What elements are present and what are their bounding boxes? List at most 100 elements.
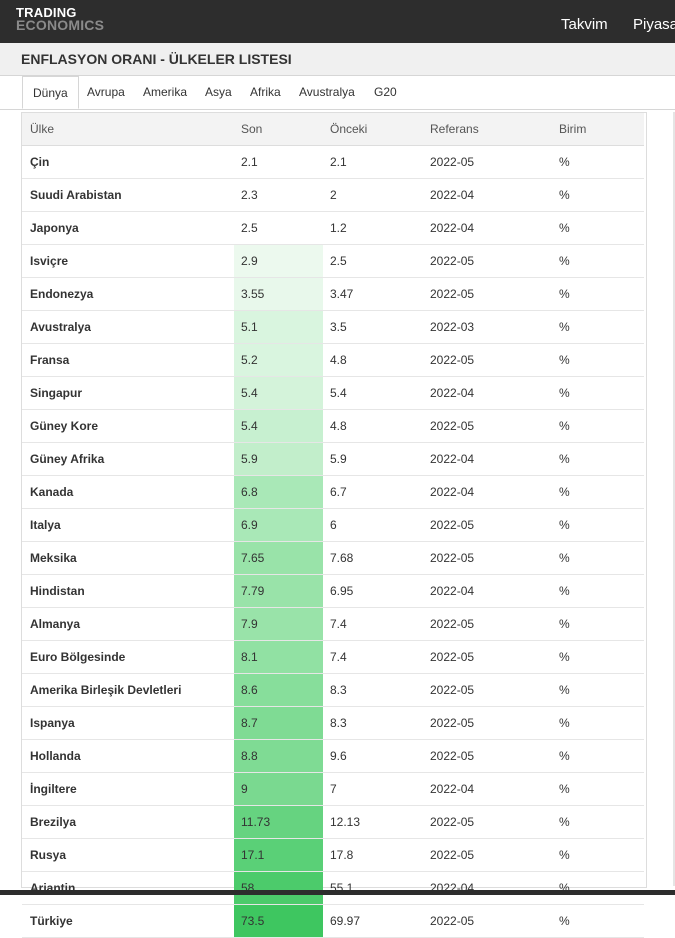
country-cell[interactable]: Güney Kore	[22, 409, 234, 443]
reference-cell: 2022-03	[429, 310, 558, 344]
country-cell[interactable]: Japonya	[22, 211, 234, 245]
country-cell[interactable]: Hollanda	[22, 739, 234, 773]
unit-cell: %	[558, 871, 644, 905]
reference-cell: 2022-04	[429, 475, 558, 509]
country-cell[interactable]: Euro Bölgesinde	[22, 640, 234, 674]
country-cell[interactable]: Türkiye	[22, 904, 234, 938]
country-cell[interactable]: Meksika	[22, 541, 234, 575]
table-row[interactable]: Güney Kore 5.4 4.8 2022-05%	[22, 409, 644, 443]
table-row[interactable]: Hindistan 7.79 6.95 2022-04%	[22, 574, 644, 608]
previous-cell: 2.5	[323, 244, 429, 278]
table-row[interactable]: Endonezya 3.55 3.47 2022-05%	[22, 277, 644, 311]
unit-cell: %	[558, 706, 644, 740]
table-row[interactable]: Almanya 7.9 7.4 2022-05%	[22, 607, 644, 641]
column-header-previous[interactable]: Önceki	[323, 113, 429, 146]
tab-avrupa[interactable]: Avrupa	[87, 85, 125, 99]
unit-cell: %	[558, 574, 644, 608]
unit-cell: %	[558, 442, 644, 476]
last-cell: 3.55	[234, 277, 323, 311]
table-row[interactable]: Türkiye 73.5 69.97 2022-05%	[22, 904, 644, 938]
table-row[interactable]: Avustralya 5.1 3.5 2022-03%	[22, 310, 644, 344]
reference-cell: 2022-04	[429, 871, 558, 905]
tab-dunya[interactable]: Dünya	[22, 76, 79, 109]
column-header-last[interactable]: Son	[234, 113, 323, 146]
unit-cell: %	[558, 211, 644, 245]
previous-cell: 4.8	[323, 343, 429, 377]
reference-cell: 2022-04	[429, 772, 558, 806]
table-row[interactable]: Kanada 6.8 6.7 2022-04%	[22, 475, 644, 509]
table-row[interactable]: Güney Afrika 5.9 5.9 2022-04%	[22, 442, 644, 476]
table-row[interactable]: Suudi Arabistan 2.3 2 2022-04%	[22, 178, 644, 212]
previous-cell: 69.97	[323, 904, 429, 938]
unit-cell: %	[558, 145, 644, 179]
table-row[interactable]: Hollanda 8.8 9.6 2022-05%	[22, 739, 644, 773]
country-cell[interactable]: İngiltere	[22, 772, 234, 806]
column-header-country[interactable]: Ülke	[22, 113, 234, 146]
last-cell: 8.7	[234, 706, 323, 740]
previous-cell: 6	[323, 508, 429, 542]
unit-cell: %	[558, 376, 644, 410]
country-cell[interactable]: Hindistan	[22, 574, 234, 608]
country-cell[interactable]: Suudi Arabistan	[22, 178, 234, 212]
country-cell[interactable]: Arjantin	[22, 871, 234, 905]
column-header-reference[interactable]: Referans	[429, 113, 558, 146]
country-cell[interactable]: Avustralya	[22, 310, 234, 344]
reference-cell: 2022-04	[429, 211, 558, 245]
logo[interactable]: TRADING ECONOMICS	[16, 6, 105, 33]
last-cell: 6.8	[234, 475, 323, 509]
country-cell[interactable]: Kanada	[22, 475, 234, 509]
table-row[interactable]: Rusya 17.1 17.8 2022-05%	[22, 838, 644, 872]
bottom-bar	[0, 890, 675, 895]
last-cell: 2.9	[234, 244, 323, 278]
last-cell: 8.6	[234, 673, 323, 707]
last-cell: 5.1	[234, 310, 323, 344]
previous-cell: 2	[323, 178, 429, 212]
country-cell[interactable]: Amerika Birleşik Devletleri	[22, 673, 234, 707]
table-row[interactable]: Italya 6.9 6 2022-05%	[22, 508, 644, 542]
country-cell[interactable]: Italya	[22, 508, 234, 542]
country-cell[interactable]: Güney Afrika	[22, 442, 234, 476]
country-cell[interactable]: Fransa	[22, 343, 234, 377]
previous-cell: 3.47	[323, 277, 429, 311]
tab-asya[interactable]: Asya	[205, 85, 232, 99]
table-row[interactable]: İngiltere 9 7 2022-04%	[22, 772, 644, 806]
reference-cell: 2022-05	[429, 409, 558, 443]
table-row[interactable]: Singapur 5.4 5.4 2022-04%	[22, 376, 644, 410]
unit-cell: %	[558, 409, 644, 443]
table-row[interactable]: Meksika 7.65 7.68 2022-05%	[22, 541, 644, 575]
last-cell: 7.79	[234, 574, 323, 608]
table-row[interactable]: Ispanya 8.7 8.3 2022-05%	[22, 706, 644, 740]
table-row[interactable]: Brezilya 11.73 12.13 2022-05%	[22, 805, 644, 839]
tab-afrika[interactable]: Afrika	[250, 85, 281, 99]
previous-cell: 55.1	[323, 871, 429, 905]
country-cell[interactable]: Rusya	[22, 838, 234, 872]
tab-avustralya[interactable]: Avustralya	[299, 85, 355, 99]
tab-g20[interactable]: G20	[374, 85, 397, 99]
previous-cell: 2.1	[323, 145, 429, 179]
logo-line-2: ECONOMICS	[16, 17, 105, 33]
table-row[interactable]: Euro Bölgesinde 8.1 7.4 2022-05%	[22, 640, 644, 674]
country-cell[interactable]: Almanya	[22, 607, 234, 641]
country-cell[interactable]: Isviçre	[22, 244, 234, 278]
country-cell[interactable]: Brezilya	[22, 805, 234, 839]
table-row[interactable]: Arjantin 58 55.1 2022-04%	[22, 871, 644, 905]
reference-cell: 2022-05	[429, 673, 558, 707]
tab-amerika[interactable]: Amerika	[143, 85, 188, 99]
country-cell[interactable]: Singapur	[22, 376, 234, 410]
table-row[interactable]: Japonya 2.5 1.2 2022-04%	[22, 211, 644, 245]
last-cell: 11.73	[234, 805, 323, 839]
previous-cell: 7.4	[323, 607, 429, 641]
country-cell[interactable]: Endonezya	[22, 277, 234, 311]
last-cell: 2.3	[234, 178, 323, 212]
table-row[interactable]: Çin 2.1 2.1 2022-05%	[22, 145, 644, 179]
table-row[interactable]: Fransa 5.2 4.8 2022-05%	[22, 343, 644, 377]
nav-calendar[interactable]: Takvim	[561, 16, 608, 33]
country-cell[interactable]: Ispanya	[22, 706, 234, 740]
table-row[interactable]: Amerika Birleşik Devletleri 8.6 8.3 2022-05…	[22, 673, 644, 707]
nav-markets[interactable]: Piyasa	[633, 16, 675, 33]
reference-cell: 2022-05	[429, 739, 558, 773]
table-row[interactable]: Isviçre 2.9 2.5 2022-05%	[22, 244, 644, 278]
reference-cell: 2022-04	[429, 574, 558, 608]
column-header-unit[interactable]: Birim	[558, 113, 644, 146]
country-cell[interactable]: Çin	[22, 145, 234, 179]
